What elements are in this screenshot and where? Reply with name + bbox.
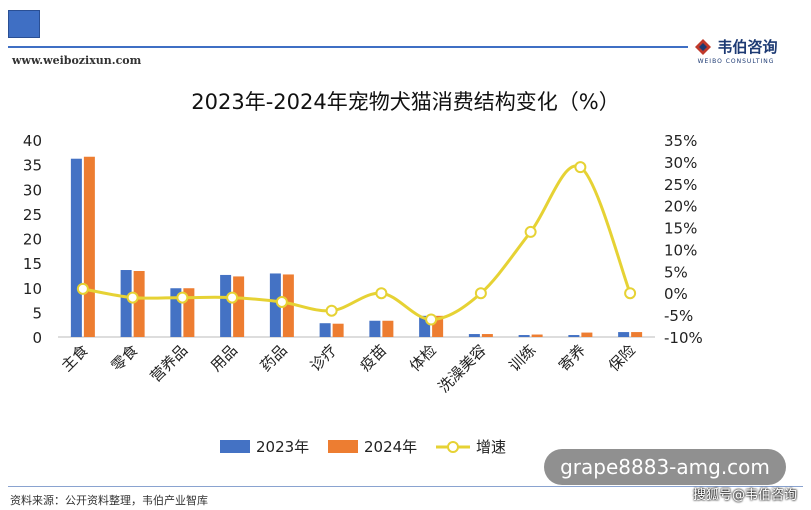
bar-2024: [282, 274, 294, 337]
bar-2023: [269, 273, 281, 337]
site-url: www.weibozixun.com: [12, 54, 142, 67]
legend-swatch-2024: [328, 440, 358, 453]
overlay-badge: grape8883-amg.com: [544, 449, 786, 485]
bar-2023: [618, 332, 630, 337]
right-tick-label: 20%: [664, 198, 697, 216]
category-label: 主食: [58, 341, 92, 375]
category-label: 用品: [207, 341, 241, 375]
growth-point: [524, 225, 537, 238]
category-label: 诊疗: [307, 341, 341, 375]
chart-title: 2023年-2024年宠物犬猫消费结构变化（%）: [191, 90, 620, 114]
bar-2024: [581, 332, 593, 337]
growth-point: [474, 287, 487, 300]
left-tick-label: 15: [23, 255, 42, 273]
growth-point: [574, 161, 587, 174]
right-tick-label: 10%: [664, 241, 697, 259]
right-tick-label: -5%: [664, 307, 693, 325]
right-tick-label: 35%: [664, 132, 697, 150]
brand-logo-icon: [695, 38, 712, 55]
growth-line: [82, 164, 632, 321]
bar-2023: [170, 288, 182, 337]
bar-2024: [332, 323, 344, 337]
left-tick-label: 25: [23, 206, 42, 224]
bar-2024: [531, 334, 543, 337]
growth-point: [425, 313, 438, 326]
bar-2023: [220, 274, 232, 337]
legend-swatch-growth-dot: [447, 441, 459, 453]
bar-2024: [481, 334, 493, 337]
category-label: 保险: [605, 341, 639, 375]
brand-name: 韦伯咨询: [717, 38, 778, 56]
bar-2024: [233, 276, 245, 337]
bar-2023: [120, 270, 132, 337]
sohu-watermark: 搜狐号@韦伯咨询: [692, 488, 797, 503]
bar-2024: [382, 320, 394, 337]
right-tick-label: 15%: [664, 220, 697, 238]
bar-2023: [518, 335, 530, 337]
bar-2023: [468, 334, 480, 337]
right-tick-label: 30%: [664, 154, 697, 172]
category-label: 营养品: [147, 341, 192, 386]
growth-point: [76, 282, 89, 295]
right-tick-label: 0%: [664, 285, 688, 303]
legend-swatch-2023: [220, 440, 250, 453]
growth-point: [226, 291, 239, 304]
left-tick-label: 40: [23, 132, 42, 150]
bar-2024: [631, 332, 643, 337]
bar-2024: [183, 288, 195, 337]
left-tick-label: 35: [23, 157, 42, 175]
header-divider: [8, 46, 688, 48]
growth-point: [375, 287, 388, 300]
growth-point: [325, 304, 338, 317]
legend-label-2023: 2023年: [256, 438, 309, 456]
left-tick-label: 10: [23, 280, 42, 298]
bar-2024: [133, 271, 145, 337]
bar-2023: [319, 323, 331, 337]
category-label: 药品: [257, 341, 291, 375]
footer-source: 资料来源：公开资料整理，韦伯产业智库: [10, 494, 208, 507]
legend-label-growth: 增速: [476, 438, 506, 456]
bar-2023: [568, 335, 580, 337]
brand-subtitle: WEIBO CONSULTING: [697, 58, 775, 65]
growth-point: [126, 291, 139, 304]
right-tick-label: -10%: [664, 329, 703, 347]
chart-canvas: 0 5 10 15 20 25 30 35 40 -10% -5% 0% 5% 10% 15% 20% 25% 3…: [23, 132, 703, 456]
growth-point: [624, 287, 637, 300]
category-label: 洗澡美容: [435, 341, 490, 396]
left-tick-label: 0: [32, 329, 42, 347]
footer-divider: [8, 486, 803, 487]
growth-point: [176, 291, 189, 304]
right-tick-label: 25%: [664, 176, 697, 194]
overlay-text: grape8883-amg.com: [560, 455, 770, 479]
brand-block: 韦伯咨询 WEIBO CONSULTING: [681, 36, 791, 65]
bar-2023: [419, 315, 431, 337]
growth-point: [275, 295, 288, 308]
left-tick-label: 5: [32, 304, 42, 322]
left-tick-label: 30: [23, 181, 42, 199]
category-label: 寄养: [555, 341, 589, 375]
category-label: 疫苗: [356, 341, 390, 375]
bar-2024: [432, 315, 444, 337]
category-label: 训练: [506, 341, 540, 375]
bar-2023: [369, 320, 381, 337]
legend-label-2024: 2024年: [364, 438, 417, 456]
bar-2023: [70, 158, 82, 337]
category-label: 零食: [108, 341, 142, 375]
category-label: 体检: [406, 341, 440, 375]
header-square-icon: [8, 10, 40, 38]
left-tick-label: 20: [23, 231, 42, 249]
right-tick-label: 5%: [664, 263, 688, 281]
bar-2024: [83, 156, 95, 337]
